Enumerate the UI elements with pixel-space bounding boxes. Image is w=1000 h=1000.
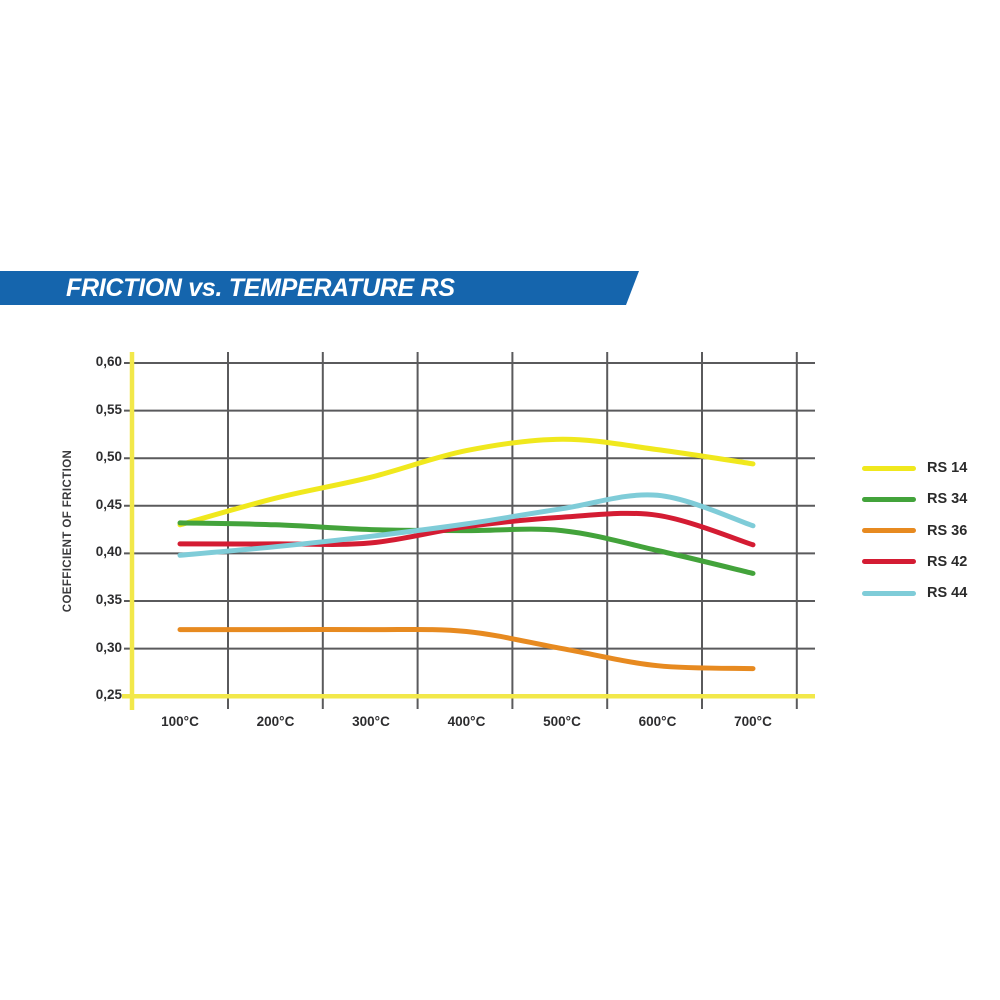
y-tick-label: 0,50 [95,449,122,465]
legend-swatch-rs-44 [862,590,916,596]
y-tick-label: 0,30 [95,639,122,655]
legend-label: RS 42 [927,553,968,570]
legend-swatch-rs-42 [862,559,916,565]
legend-label: RS 36 [927,522,968,539]
y-tick-label: 0,60 [95,354,122,369]
series-line-rs-42 [177,510,756,548]
title-banner: FRICTION vs. TEMPERATURE RS [0,271,639,305]
chart-title: FRICTION vs. TEMPERATURE RS [66,274,455,302]
legend-item-rs-14: RS 14 [862,458,967,478]
y-tick-label: 0,45 [95,496,122,512]
series-line-rs-34 [177,520,756,576]
y-tick-label: 0,40 [95,544,122,560]
x-tick-label: 100°C [161,714,199,729]
series-line-rs-44 [177,492,756,558]
legend-swatch-rs-34 [862,496,916,502]
legend-item-rs-34: RS 34 [862,489,967,509]
x-tick-label: 400°C [447,714,486,729]
y-tick-label: 0,25 [95,687,122,703]
x-tick-label: 700°C [734,714,772,729]
legend-label: RS 14 [927,460,968,476]
legend-label: RS 34 [927,491,968,508]
legend-item-rs-36: RS 36 [862,521,967,541]
legend-label: RS 44 [927,585,968,601]
series-line-rs-36 [177,626,756,672]
legend-swatch-rs-36 [862,528,916,533]
legend-item-rs-44: RS 44 [862,583,967,603]
y-tick-label: 0,55 [95,401,122,417]
x-tick-label: 600°C [638,714,677,729]
series-line-rs-14 [177,436,756,528]
x-tick-label: 500°C [543,714,581,729]
legend-swatch-rs-14 [862,465,916,471]
legend-item-rs-42: RS 42 [862,552,967,572]
y-axis-title: COEFFICIENT OF FRICTION [62,449,74,613]
y-tick-label: 0,35 [95,592,122,607]
x-tick-label: 200°C [256,714,295,729]
x-tick-label: 300°C [352,714,390,729]
